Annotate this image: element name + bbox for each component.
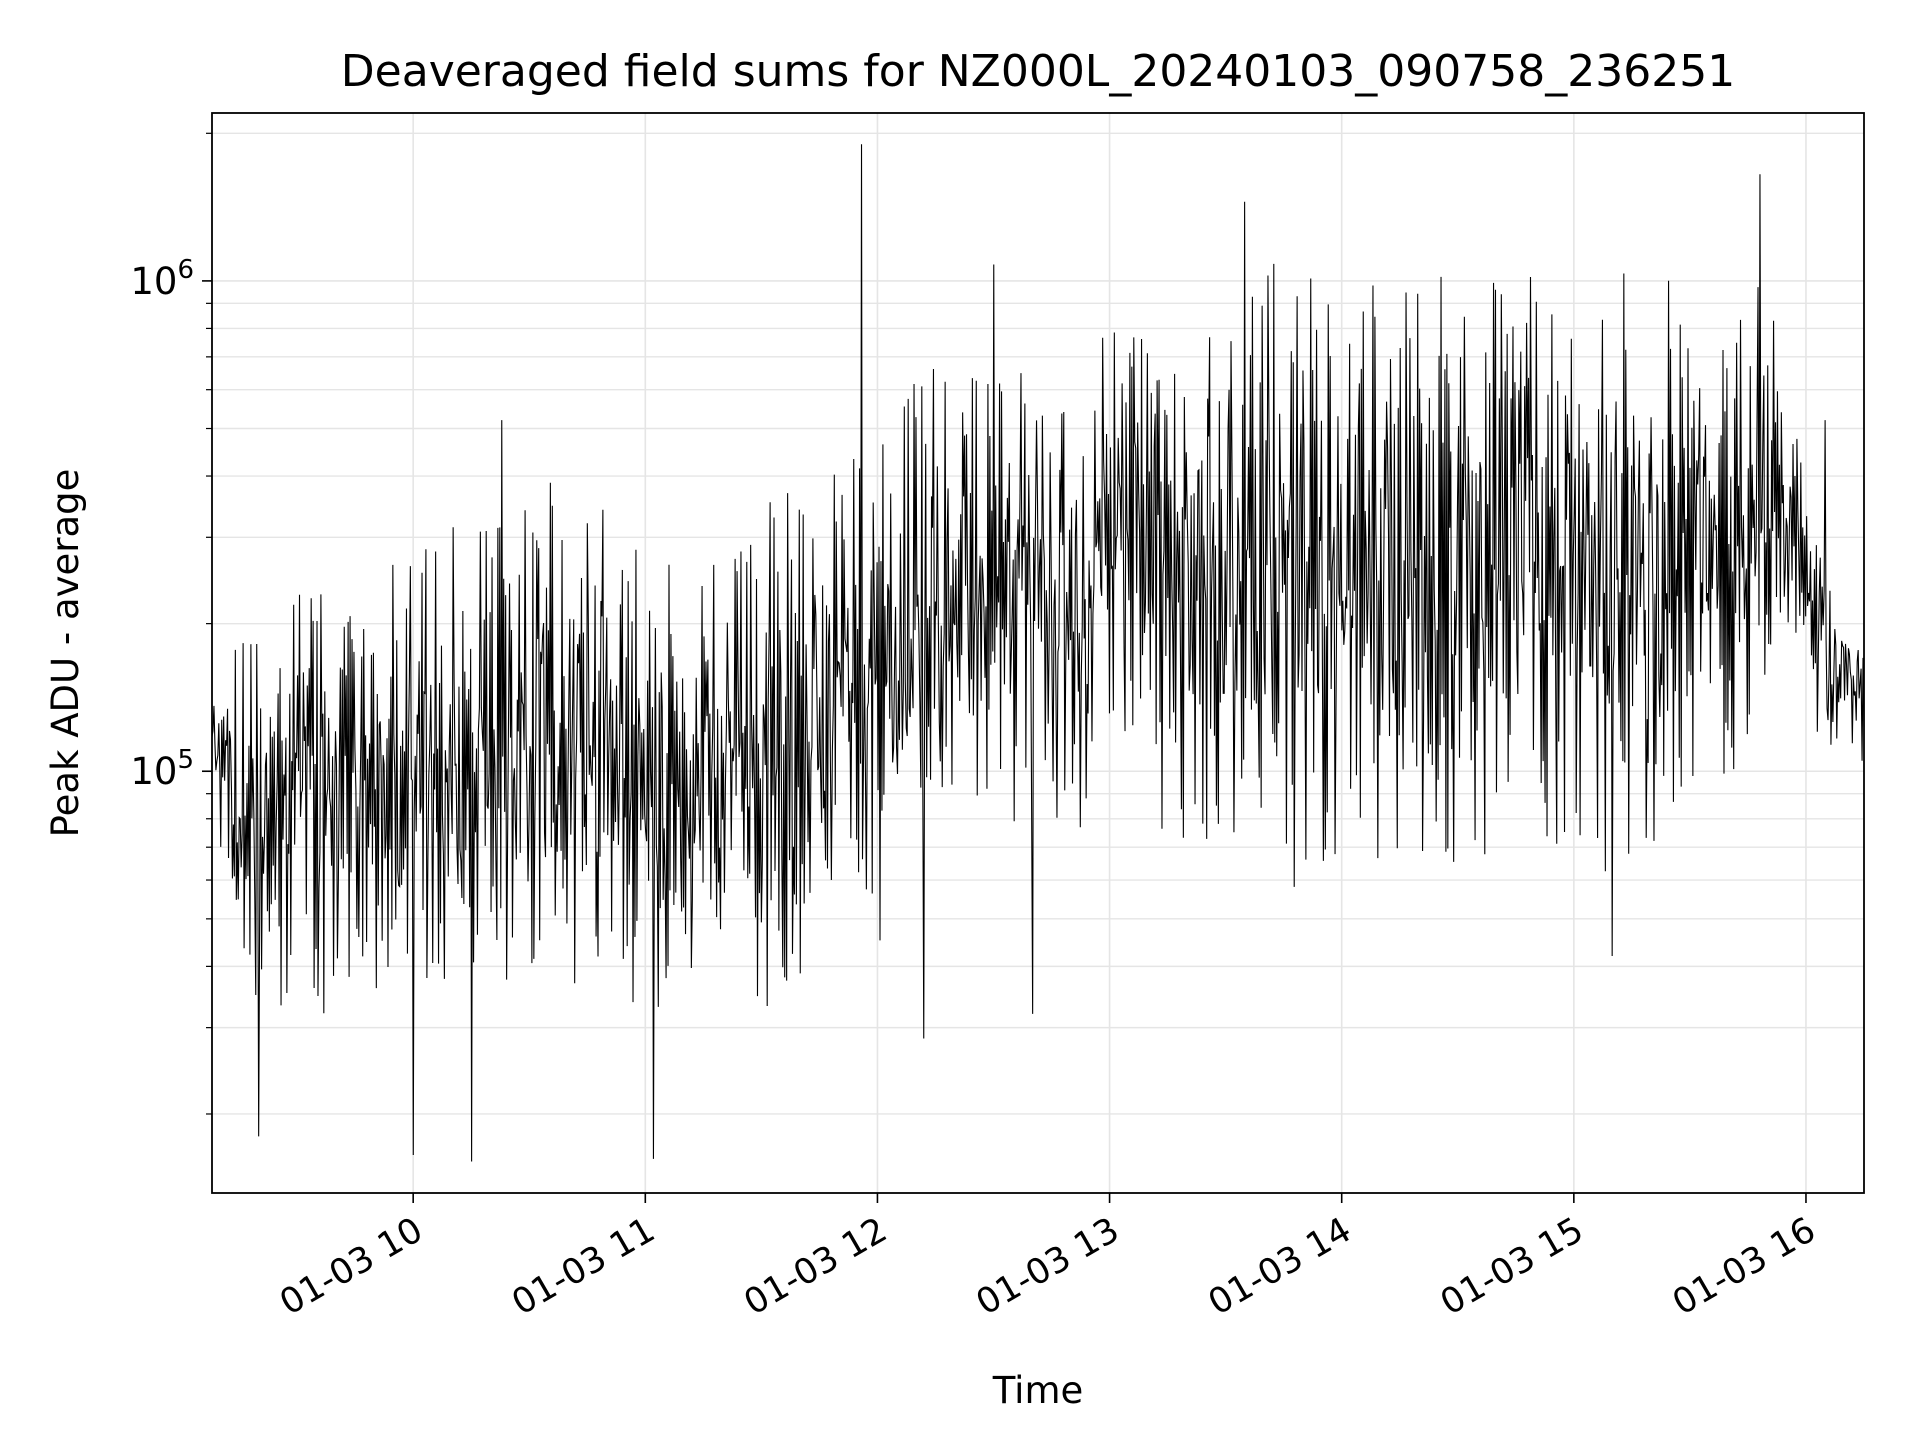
y-tick-exponent: 6 (177, 255, 194, 285)
grid-lines (212, 113, 1864, 1193)
x-axis-label: Time (992, 1369, 1084, 1412)
y-tick-exponent: 5 (177, 745, 194, 775)
y-axis-label: Peak ADU - average (44, 469, 87, 838)
series-line (211, 144, 1865, 1162)
y-tick-label: 106 (130, 255, 194, 303)
y-tick-base: 10 (130, 750, 177, 793)
axes-frame (211, 112, 1865, 1194)
y-tick-label: 105 (130, 745, 194, 793)
series-line-group (211, 144, 1865, 1162)
chart-title: Deaveraged field sums for NZ000L_2024010… (341, 46, 1735, 97)
y-tick-base: 10 (130, 260, 177, 303)
